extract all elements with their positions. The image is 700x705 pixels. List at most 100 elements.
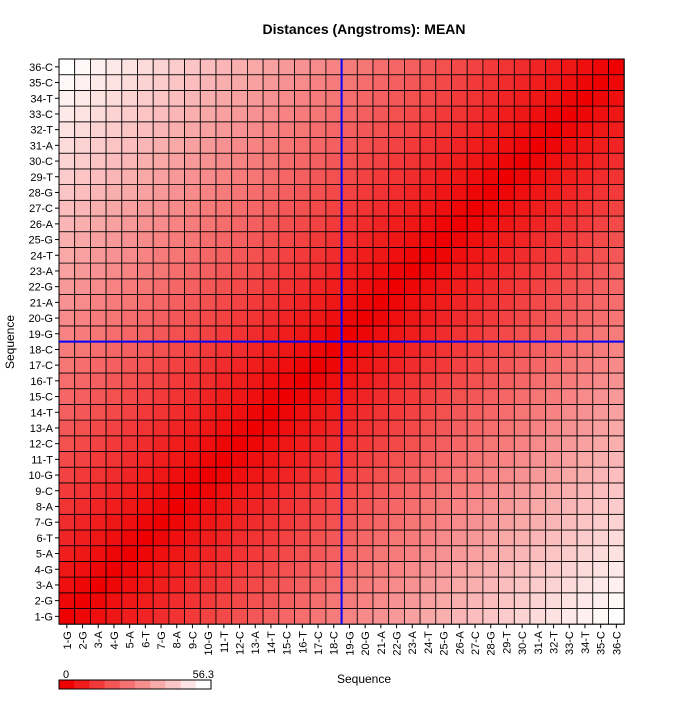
heatmap-cell — [152, 388, 170, 405]
heatmap-cell — [90, 419, 107, 437]
heatmap-cell — [90, 388, 107, 405]
heatmap-cell — [388, 74, 405, 91]
heatmap-cell — [356, 466, 374, 484]
heatmap-cell — [90, 592, 107, 609]
heatmap-cell — [435, 74, 452, 91]
heatmap-cell — [372, 262, 390, 280]
heatmap-cell — [592, 294, 609, 311]
heatmap-cell — [74, 341, 91, 358]
heatmap-cell — [325, 246, 342, 264]
heatmap-cell — [576, 231, 594, 248]
heatmap-cell — [137, 482, 154, 499]
heatmap-cell — [294, 451, 311, 468]
heatmap-cell — [451, 152, 468, 170]
heatmap-cell — [105, 137, 123, 154]
heatmap-cell — [529, 419, 547, 437]
heatmap-cell — [561, 309, 578, 327]
heatmap-cell — [294, 372, 311, 390]
heatmap-cell — [341, 466, 358, 484]
heatmap-cell — [58, 403, 76, 421]
heatmap-cell — [592, 262, 609, 280]
heatmap-cell — [262, 58, 280, 76]
heatmap-cell — [576, 356, 594, 374]
heatmap-cell — [325, 152, 342, 170]
heatmap-cell — [592, 388, 609, 405]
heatmap-cell — [309, 372, 327, 390]
heatmap-cell — [137, 561, 154, 578]
heatmap-cell — [372, 325, 390, 342]
heatmap-cell — [246, 121, 264, 138]
heatmap-cell — [168, 137, 185, 154]
heatmap-cell — [325, 482, 342, 499]
heatmap-cell — [168, 403, 185, 421]
heatmap-cell — [137, 529, 154, 547]
heatmap-cell — [90, 309, 107, 327]
heatmap-cell — [466, 482, 484, 499]
heatmap-cell — [294, 498, 311, 515]
colorbar-swatch — [89, 680, 106, 689]
heatmap-cell — [199, 419, 217, 437]
heatmap-cell — [215, 278, 233, 295]
heatmap-cell — [482, 231, 499, 248]
y-tick-label: 3-A — [36, 580, 54, 592]
heatmap-cell — [137, 576, 154, 594]
heatmap-cell — [498, 372, 515, 390]
x-tick-label: 5-A — [125, 631, 137, 649]
heatmap-cell — [576, 137, 594, 154]
heatmap-cell — [356, 278, 374, 295]
heatmap-cell — [388, 356, 405, 374]
heatmap-cell — [90, 121, 107, 138]
heatmap-cell — [246, 278, 264, 295]
heatmap-cell — [246, 215, 264, 233]
heatmap-cell — [278, 356, 295, 374]
heatmap-cell — [513, 74, 531, 91]
heatmap-cell — [262, 451, 280, 468]
heatmap-cell — [231, 246, 248, 264]
heatmap-cell — [419, 90, 437, 107]
heatmap-cell — [246, 545, 264, 562]
heatmap-cell — [529, 215, 547, 233]
heatmap-cell — [341, 419, 358, 437]
heatmap-cell — [372, 372, 390, 390]
heatmap-cell — [466, 168, 484, 185]
heatmap-cell — [529, 168, 547, 185]
heatmap-cell — [184, 513, 201, 531]
heatmap-cell — [466, 278, 484, 295]
heatmap-cell — [184, 576, 201, 594]
heatmap-cell — [90, 262, 107, 280]
heatmap-cell — [592, 121, 609, 138]
heatmap-cell — [561, 294, 578, 311]
heatmap-cell — [341, 90, 358, 107]
heatmap-cell — [592, 105, 609, 123]
heatmap-cell — [356, 356, 374, 374]
heatmap-cell — [184, 278, 201, 295]
heatmap-cell — [513, 341, 531, 358]
heatmap-cell — [435, 482, 452, 499]
heatmap-cell — [529, 58, 547, 76]
heatmap-cell — [435, 246, 452, 264]
heatmap-cell — [294, 309, 311, 327]
heatmap-cell — [403, 435, 421, 452]
heatmap-cell — [576, 262, 594, 280]
heatmap-cell — [592, 90, 609, 107]
heatmap-cell — [246, 356, 264, 374]
heatmap-cell — [168, 372, 185, 390]
heatmap-cell — [199, 74, 217, 91]
heatmap-cell — [74, 74, 91, 91]
heatmap-cell — [90, 498, 107, 515]
heatmap-cell — [466, 137, 484, 154]
heatmap-cell — [561, 137, 578, 154]
heatmap-cell — [168, 576, 185, 594]
heatmap-cell — [372, 90, 390, 107]
heatmap-cell — [372, 231, 390, 248]
heatmap-cell — [152, 592, 170, 609]
heatmap-cell — [561, 341, 578, 358]
heatmap-cell — [278, 231, 295, 248]
heatmap-cell — [137, 184, 154, 201]
heatmap-cell — [309, 608, 327, 625]
heatmap-cell — [388, 152, 405, 170]
heatmap-cell — [325, 608, 342, 625]
heatmap-cell — [403, 121, 421, 138]
heatmap-cell — [90, 294, 107, 311]
y-tick-label: 13-A — [30, 423, 54, 435]
